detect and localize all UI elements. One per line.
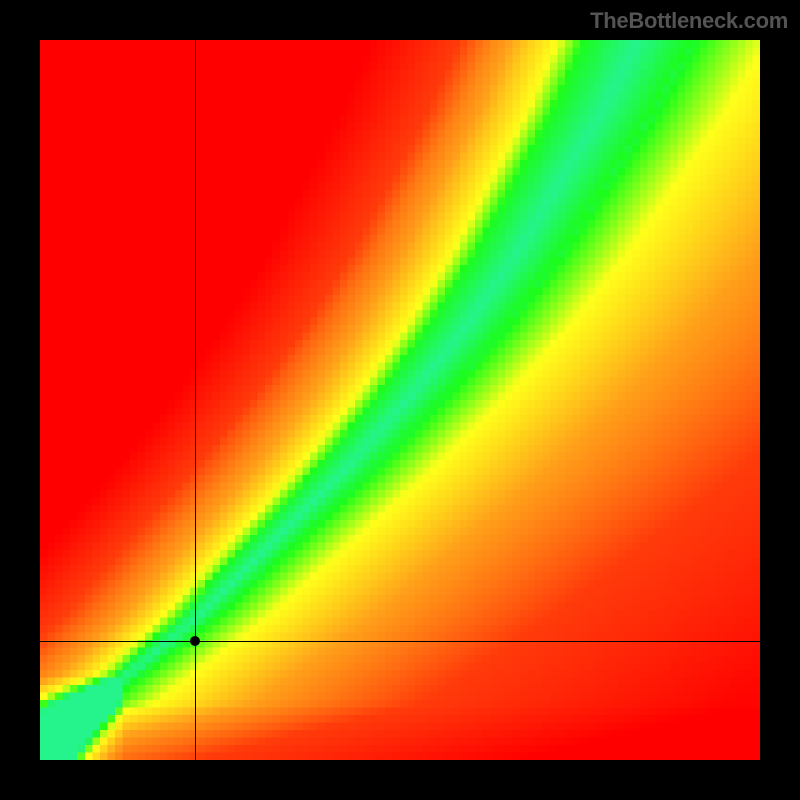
crosshair-vertical — [195, 40, 196, 760]
watermark-text: TheBottleneck.com — [590, 8, 788, 34]
bottleneck-heatmap — [40, 40, 760, 760]
plot-area — [40, 40, 760, 760]
crosshair-marker — [190, 636, 200, 646]
crosshair-horizontal — [40, 641, 760, 642]
